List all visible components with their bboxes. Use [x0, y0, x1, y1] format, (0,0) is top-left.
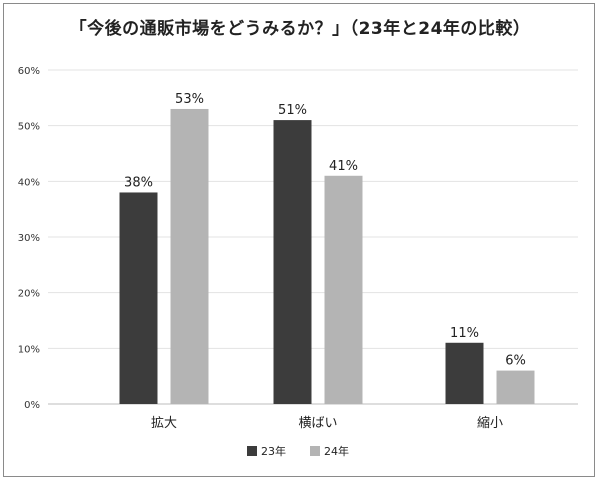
data-label: 6% [505, 354, 526, 369]
category-label: 拡大 [151, 416, 177, 431]
y-axis-ticks: 0% 10% 20% 30% 40% 50% 60% [18, 66, 40, 411]
legend-swatch [247, 446, 257, 456]
bar [496, 370, 535, 404]
category-label: 横ばい [298, 416, 337, 431]
y-tick-label: 50% [18, 122, 40, 133]
data-label: 53% [175, 92, 204, 107]
legend: 23年 24年 [247, 444, 349, 458]
legend-label: 24年 [324, 444, 349, 458]
category-label: 縮小 [477, 415, 503, 431]
data-label: 41% [329, 159, 358, 174]
bar [119, 192, 158, 404]
y-tick-label: 30% [18, 233, 40, 244]
bar [324, 175, 363, 404]
y-tick-label: 0% [24, 400, 40, 411]
data-label: 11% [450, 326, 479, 341]
data-labels: 38% 53% 51% 41% 11% 6% [124, 92, 526, 369]
legend-label: 23年 [261, 444, 286, 458]
bars [119, 108, 535, 404]
bar [273, 120, 312, 404]
y-tick-label: 10% [18, 344, 40, 355]
data-label: 38% [124, 175, 153, 190]
y-tick-label: 20% [18, 289, 40, 300]
bar [445, 342, 484, 404]
y-tick-label: 40% [18, 177, 40, 188]
chart-title: 「今後の通販市場をどうみるか？」（23年と24年の比較） [69, 19, 531, 39]
y-tick-label: 60% [18, 66, 40, 77]
legend-swatch [310, 446, 320, 456]
x-axis-categories: 拡大 横ばい 縮小 [151, 415, 503, 431]
bar [170, 108, 209, 404]
data-label: 51% [278, 103, 307, 118]
